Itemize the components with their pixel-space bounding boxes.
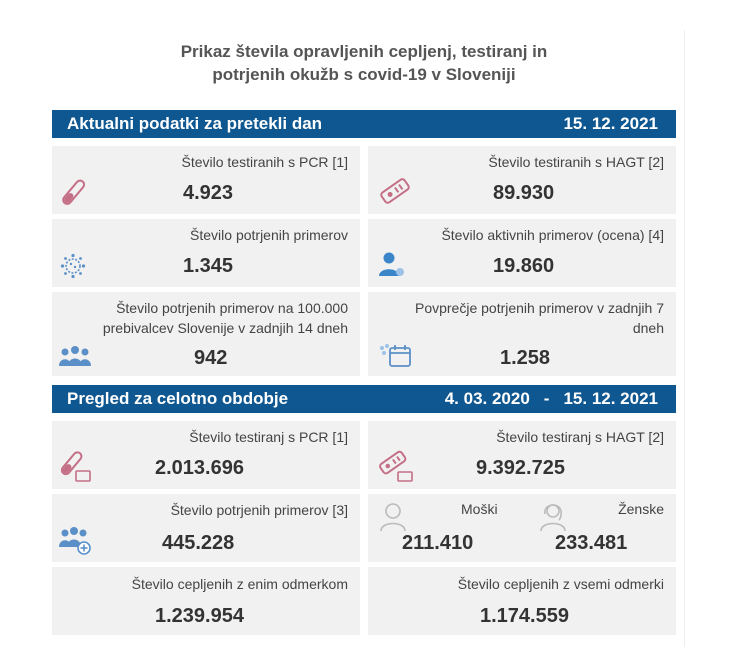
male-value: 211.410 [402,532,474,554]
daily-confirmed-card: Število potrjenih primerov 1.345 [52,219,360,287]
male-label: Moški [461,501,498,517]
vacc1-value: 1.239.954 [155,605,244,627]
daily-pcr-card: Število testiranih s PCR [1] 4.923 [52,146,360,214]
daily-date: 15. 12. 2021 [563,114,658,133]
daily-pcr-label: Število testiranih s PCR [1] [181,154,348,170]
daily-avg7-card: Povprečje potrjenih primerov v zadnjih 7… [368,292,676,376]
daily-active-label: Število aktivnih primerov (ocena) [4] [441,227,664,243]
total-pcr-card: Število testiranj s PCR [1] 2.013.696 [52,421,360,489]
vaccall-label: Število cepljenih z vsemi odmerki [457,576,664,592]
total-hagt-value: 9.392.725 [476,457,565,479]
total-confirmed-label: Število potrjenih primerov [3] [170,502,348,518]
daily-pcr-value: 4.923 [183,182,234,204]
daily-hagt-label: Število testiranih s HAGT [2] [488,154,664,170]
female-label: Ženske [618,501,664,517]
total-pcr-label: Število testiranj s PCR [1] [189,429,348,445]
total-date-range: 4. 03. 2020-15. 12. 2021 [444,389,658,408]
page-title: Prikaz števila opravljenih cepljenj, tes… [180,42,548,84]
person-icon [379,252,404,276]
daily-avg7-label: Povprečje potrjenih primerov v zadnjih 7… [414,300,664,336]
total-vaccall-card: Število cepljenih z vsemi odmerki 1.174.… [368,567,676,635]
rapid-test-icon [379,450,413,482]
female-icon [540,504,566,532]
rapid-test-icon [380,178,410,204]
total-hagt-card: Število testiranj s HAGT [2] 9.392.725 [368,421,676,489]
female-value: 233.481 [555,532,628,554]
group-icon [59,346,91,366]
total-pcr-value: 2.013.696 [155,457,244,479]
daily-active-card: Število aktivnih primerov (ocena) [4] 19… [368,219,676,287]
total-hagt-label: Število testiranj s HAGT [2] [496,429,664,445]
virus-icon [60,253,86,279]
male-icon [380,503,406,532]
group-add-icon [59,527,91,555]
total-confirmed-value: 445.228 [162,532,235,554]
daily-hagt-value: 89.930 [493,182,555,204]
daily-confirmed-value: 1.345 [183,255,234,277]
calendar-icon [380,344,411,367]
total-confirmed-card: Število potrjenih primerov [3] 445.228 [52,494,360,562]
daily-active-value: 19.860 [493,255,555,277]
covid-stats-panel: Prikaz števila opravljenih cepljenj, tes… [44,30,684,647]
daily-confirmed-label: Število potrjenih primerov [190,227,348,243]
total-header-bar: Pregled za celotno obdobje 4. 03. 2020-1… [52,385,676,413]
vacc1-label: Število cepljenih z enim odmerkom [131,576,348,592]
daily-header-bar: Aktualni podatki za pretekli dan 15. 12.… [52,110,676,138]
daily-per100k-value: 942 [194,347,228,369]
test-tube-icon [62,179,86,205]
test-tube-icon [60,451,91,482]
total-gender-card: Moški 211.410 Ženske 233.481 [368,494,676,562]
daily-per100k-card: Število potrjenih primerov na 100.000 pr… [52,292,360,376]
total-header-title: Pregled za celotno obdobje [67,389,289,408]
daily-per100k-label: Število potrjenih primerov na 100.000 pr… [102,300,348,336]
daily-header-title: Aktualni podatki za pretekli dan [67,114,323,133]
daily-hagt-card: Število testiranih s HAGT [2] 89.930 [368,146,676,214]
vaccall-value: 1.174.559 [480,605,569,627]
total-vacc1-card: Število cepljenih z enim odmerkom 1.239.… [52,567,360,635]
daily-avg7-value: 1.258 [500,347,551,369]
